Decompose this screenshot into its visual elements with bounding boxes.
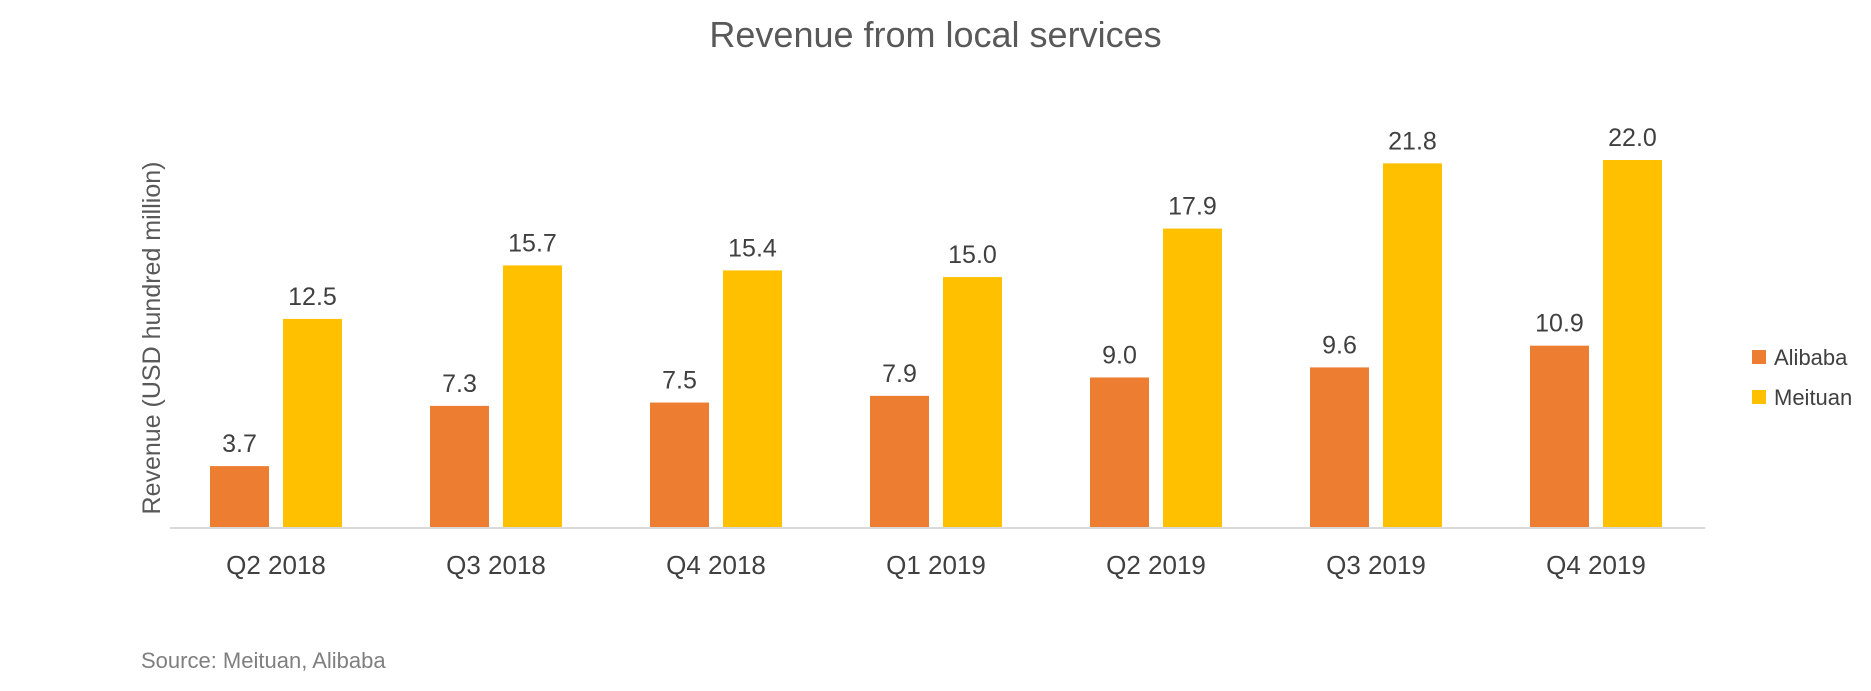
x-tick-label-2: Q3 2018 [446,550,546,580]
bar-alibaba-4 [870,395,929,528]
bar-alibaba-5 [1090,377,1149,528]
bar-alibaba-1 [210,466,269,528]
data-label-meituan-2: 15.7 [508,229,557,257]
bar-meituan-3 [723,270,782,528]
data-label-alibaba-5: 9.0 [1102,341,1137,369]
legend: Alibaba Meituan [1752,345,1852,410]
legend-swatch-meituan [1752,390,1766,404]
chart-title: Revenue from local services [709,14,1162,55]
data-label-meituan-5: 17.9 [1168,193,1217,221]
bar-meituan-6 [1383,163,1442,528]
data-label-alibaba-3: 7.5 [662,367,697,395]
bar-meituan-4 [943,277,1002,528]
bar-meituan-2 [503,265,562,528]
x-tick-label-3: Q4 2018 [666,550,766,580]
legend-label-alibaba: Alibaba [1774,345,1848,370]
source-note: Source: Meituan, Alibaba [141,648,386,673]
data-label-alibaba-4: 7.9 [882,360,917,388]
x-tick-label-1: Q2 2018 [226,550,326,580]
bars-layer [210,160,1662,528]
x-tick-label-4: Q1 2019 [886,550,986,580]
data-label-alibaba-7: 10.9 [1535,310,1584,338]
labels-layer: 3.7 12.5 7.3 15.7 7.5 15.4 7.9 15.0 9.0 17.9 9.6 21… [222,124,1657,458]
bar-alibaba-6 [1310,367,1369,528]
legend-swatch-alibaba [1752,350,1766,364]
x-tick-label-5: Q2 2019 [1106,550,1206,580]
data-label-meituan-7: 22.0 [1608,124,1657,152]
bar-alibaba-3 [650,402,709,528]
data-label-alibaba-1: 3.7 [222,430,257,458]
bar-meituan-7 [1603,160,1662,528]
bar-meituan-5 [1163,228,1222,528]
data-label-alibaba-2: 7.3 [442,370,477,398]
data-label-meituan-3: 15.4 [728,234,777,262]
legend-label-meituan: Meituan [1774,385,1852,410]
y-axis-label: Revenue (USD hundred million) [138,162,166,515]
data-label-meituan-4: 15.0 [948,241,997,269]
bar-alibaba-2 [430,405,489,528]
data-label-meituan-1: 12.5 [288,283,337,311]
x-tick-label-7: Q4 2019 [1546,550,1646,580]
x-tick-labels: Q2 2018 Q3 2018 Q4 2018 Q1 2019 Q2 2019 Q3 20… [226,550,1646,580]
x-tick-label-6: Q3 2019 [1326,550,1426,580]
data-label-alibaba-6: 9.6 [1322,331,1357,359]
bar-meituan-1 [283,318,342,528]
bar-alibaba-7 [1530,345,1589,528]
data-label-meituan-6: 21.8 [1388,127,1437,155]
